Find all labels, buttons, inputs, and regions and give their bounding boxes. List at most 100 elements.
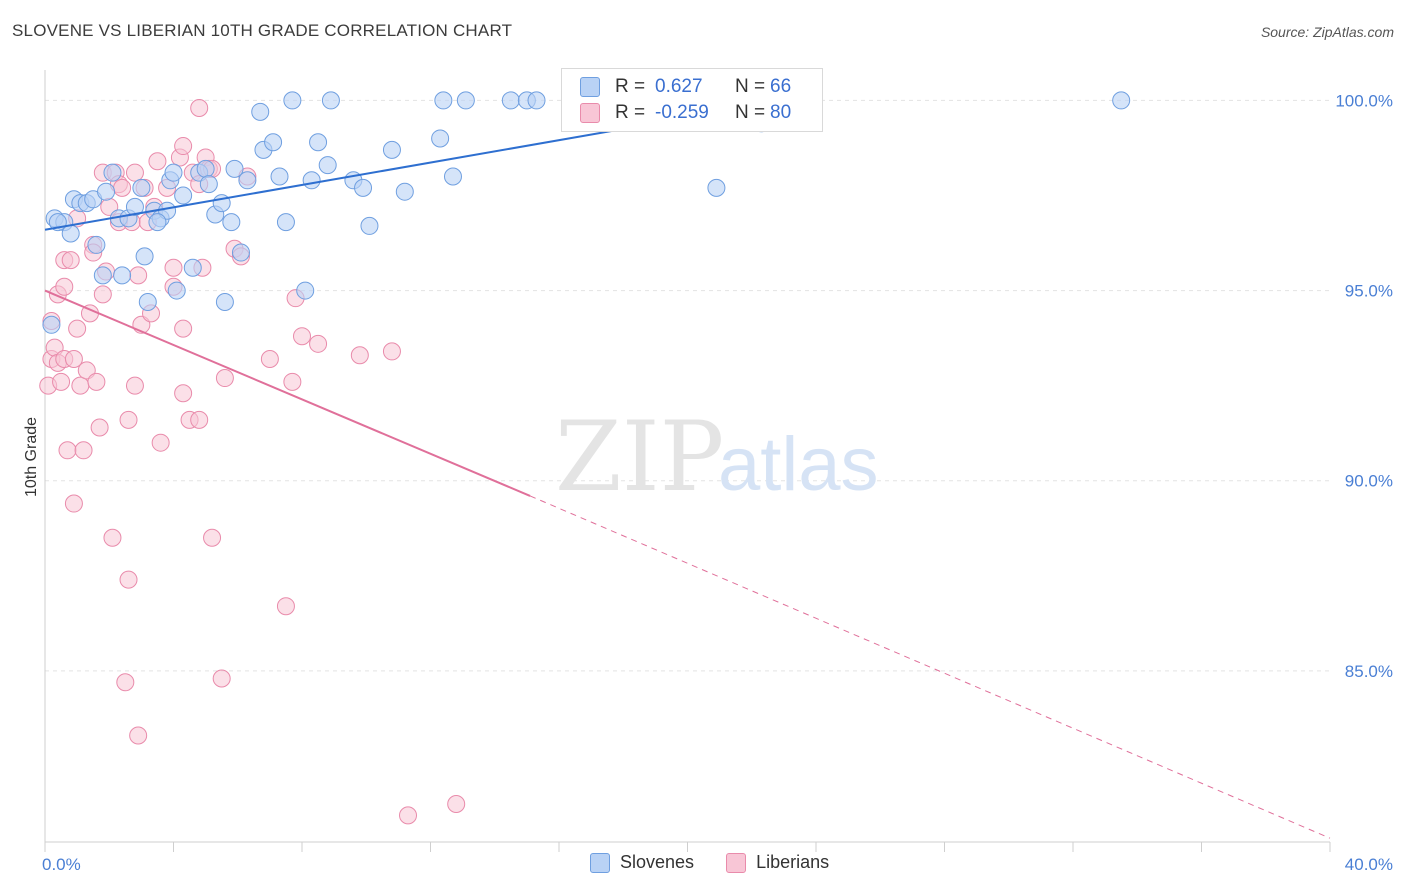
slovene-point [231, 243, 250, 262]
slovene-point [93, 266, 112, 285]
slovene-point [103, 163, 122, 182]
liberian-point [164, 258, 183, 277]
slovene-point [443, 167, 462, 186]
r-label: R = [615, 76, 646, 97]
slovene-point [97, 182, 116, 201]
liberian-point [260, 350, 279, 369]
liberian-point [71, 376, 90, 395]
slovene-point [395, 182, 414, 201]
slovene-point [302, 171, 321, 190]
liberian-point [52, 372, 71, 391]
slovene-point [264, 133, 283, 152]
liberian-point [190, 410, 209, 429]
liberian-point [58, 441, 77, 460]
liberian-point [309, 334, 328, 353]
slovene-point [42, 315, 61, 334]
slovene-point [309, 133, 328, 152]
liberian-point [125, 376, 144, 395]
slovene-point [238, 171, 257, 190]
slovene-point [138, 292, 157, 311]
slovene-point [354, 178, 373, 197]
slovene-point [321, 91, 340, 110]
liberian-point [119, 570, 138, 589]
n-label: N = [735, 102, 766, 123]
slovene-point [125, 197, 144, 216]
slovene-point [501, 91, 520, 110]
tick-labels: 85.0% 90.0% 95.0% 100.0% 0.0% 40.0% [42, 91, 1393, 874]
liberian-point [125, 163, 144, 182]
legend-label-slovenes: Slovenes [620, 852, 695, 872]
liberian-point [447, 794, 466, 813]
watermark-atlas: atlas [718, 422, 879, 507]
liberian-point [203, 528, 222, 547]
legend-item-slovenes[interactable]: Slovenes [590, 852, 694, 873]
liberian-point [90, 418, 109, 437]
slovene-point [167, 281, 186, 300]
liberian-point [129, 726, 148, 745]
n-label: N = [735, 76, 766, 97]
liberian-point [61, 251, 80, 270]
y-tick-label: 95.0% [1345, 282, 1393, 301]
slovene-point [225, 159, 244, 178]
r-label: R = [615, 102, 646, 123]
liberian-n-value: 80 [770, 102, 792, 123]
slovene-point [1112, 91, 1131, 110]
slovene-point [276, 213, 295, 232]
liberian-point [148, 152, 167, 171]
liberian-trend-line [44, 289, 531, 497]
liberian-point [174, 384, 193, 403]
slovene-point [318, 156, 337, 175]
liberian-point [68, 319, 87, 338]
slovene-point [132, 178, 151, 197]
liberian-point [74, 441, 93, 460]
liberian-point [129, 266, 148, 285]
slovene-point [199, 175, 218, 194]
slovene-point [527, 91, 546, 110]
liberian-point [113, 178, 132, 197]
liberian-point [64, 494, 83, 513]
legend-row-slovenes: R = 0.627 N = 66 [580, 75, 791, 99]
legend-item-liberians[interactable]: Liberians [726, 852, 829, 873]
liberian-point [293, 327, 311, 346]
liberian-point [190, 99, 209, 118]
liberian-point [215, 369, 234, 388]
y-axis-label: 10th Grade [23, 417, 40, 497]
liberian-swatch [580, 103, 600, 123]
slovene-legend-swatch [590, 852, 610, 873]
y-tick-label: 100.0% [1335, 91, 1393, 110]
y-tick-label: 85.0% [1345, 662, 1393, 681]
correlation-legend: R = 0.627 N = 66 R = -0.259 N = 80 [561, 68, 823, 132]
x-tick-label: 0.0% [42, 855, 81, 874]
slovene-point [113, 266, 132, 285]
liberian-point [350, 346, 369, 365]
liberian-point [212, 669, 231, 688]
liberian-point [64, 350, 83, 369]
slovene-point [222, 213, 241, 232]
legend-row-liberians: R = -0.259 N = 80 [580, 101, 791, 125]
liberian-point [174, 137, 193, 156]
liberian-point [399, 806, 418, 825]
liberian-point [119, 410, 138, 429]
y-tick-label: 90.0% [1345, 472, 1393, 491]
slovene-swatch [580, 77, 600, 97]
slovene-point [196, 159, 215, 178]
slovene-n-value: 66 [770, 76, 792, 97]
slovene-point [174, 186, 193, 205]
liberian-point [103, 528, 122, 547]
source-credit: Source: ZipAtlas.com [1260, 24, 1394, 40]
watermark-zip: ZIP [555, 401, 724, 513]
slovene-point [251, 102, 270, 121]
liberian-point [283, 372, 302, 391]
liberian-point [116, 673, 135, 692]
axes [44, 70, 1331, 852]
liberian-point [87, 372, 106, 391]
slovene-point [135, 247, 154, 266]
slovene-point [87, 235, 106, 254]
liberian-point [174, 319, 193, 338]
watermark: ZIP atlas [555, 401, 879, 513]
slovene-point [215, 292, 234, 311]
liberian-point [93, 285, 112, 304]
liberian-legend-swatch [726, 852, 747, 873]
slovene-point [270, 167, 289, 186]
